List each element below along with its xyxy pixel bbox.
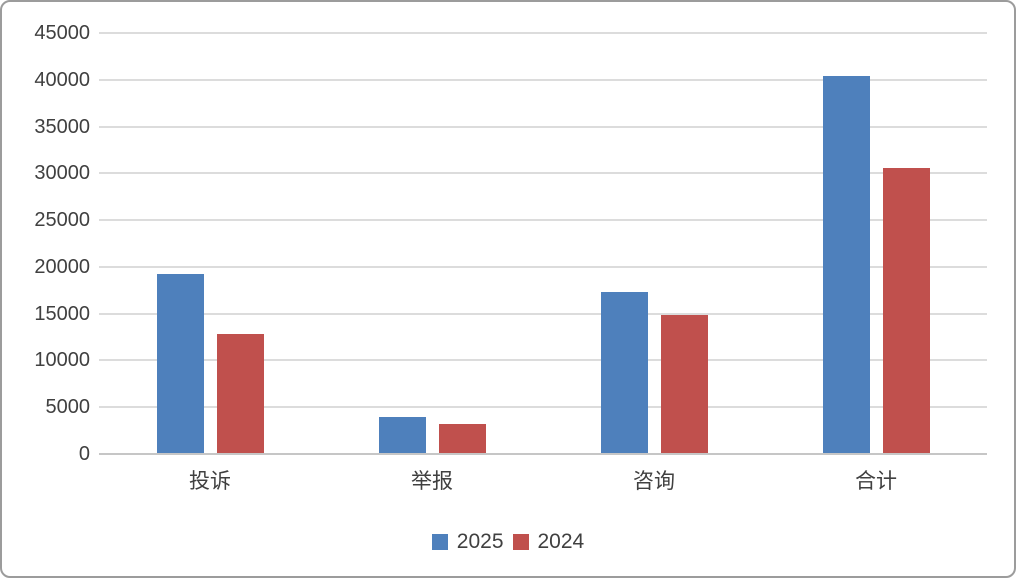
bar-2024-咨询 bbox=[660, 315, 708, 453]
x-category-label-2: 咨询 bbox=[633, 470, 675, 493]
bar-2025-咨询 bbox=[600, 291, 648, 453]
plot-area bbox=[99, 32, 987, 455]
x-category-label-0: 投诉 bbox=[189, 470, 231, 493]
y-tick-label-45000: 45000 bbox=[34, 22, 90, 44]
x-axis-line bbox=[99, 453, 987, 455]
gridline-25000 bbox=[99, 219, 987, 222]
gridline-35000 bbox=[99, 125, 987, 128]
legend-label-2024: 2024 bbox=[537, 530, 585, 553]
legend-swatch-2025 bbox=[431, 534, 448, 550]
gridline-45000 bbox=[99, 32, 987, 34]
y-tick-label-0: 0 bbox=[78, 443, 90, 465]
legend-swatch-2024 bbox=[512, 534, 529, 550]
y-tick-label-5000: 5000 bbox=[45, 396, 91, 419]
gridline-15000 bbox=[99, 312, 987, 315]
gridline-40000 bbox=[99, 78, 987, 81]
legend: 2025 2024 bbox=[2, 529, 1014, 555]
y-tick-label-35000: 35000 bbox=[34, 115, 90, 138]
legend-label-2025: 2025 bbox=[456, 530, 504, 553]
y-tick-label-30000: 30000 bbox=[34, 162, 90, 185]
y-tick-label-20000: 20000 bbox=[34, 255, 90, 278]
x-category-label-3: 合计 bbox=[855, 470, 897, 493]
bar-2024-合计 bbox=[882, 167, 930, 453]
y-axis: 0 5000 10000 15000 20000 25000 30000 35000 40000… bbox=[2, 22, 91, 465]
gridline-20000 bbox=[99, 265, 987, 268]
y-tick-label-15000: 15000 bbox=[34, 302, 90, 325]
y-tick-label-40000: 40000 bbox=[34, 68, 90, 91]
gridline-30000 bbox=[99, 172, 987, 175]
x-axis: 投诉 举报 咨询 合计 bbox=[99, 465, 987, 495]
bar-2024-投诉 bbox=[216, 333, 264, 453]
y-tick-label-25000: 25000 bbox=[34, 209, 90, 232]
gridline-10000 bbox=[99, 359, 987, 362]
bar-2025-合计 bbox=[822, 75, 870, 453]
bar-2025-投诉 bbox=[156, 273, 204, 453]
bar-2025-举报 bbox=[378, 416, 426, 453]
gridline-5000 bbox=[99, 406, 987, 409]
y-tick-label-10000: 10000 bbox=[34, 349, 90, 372]
bar-2024-举报 bbox=[438, 424, 486, 453]
x-category-label-1: 举报 bbox=[411, 470, 453, 493]
